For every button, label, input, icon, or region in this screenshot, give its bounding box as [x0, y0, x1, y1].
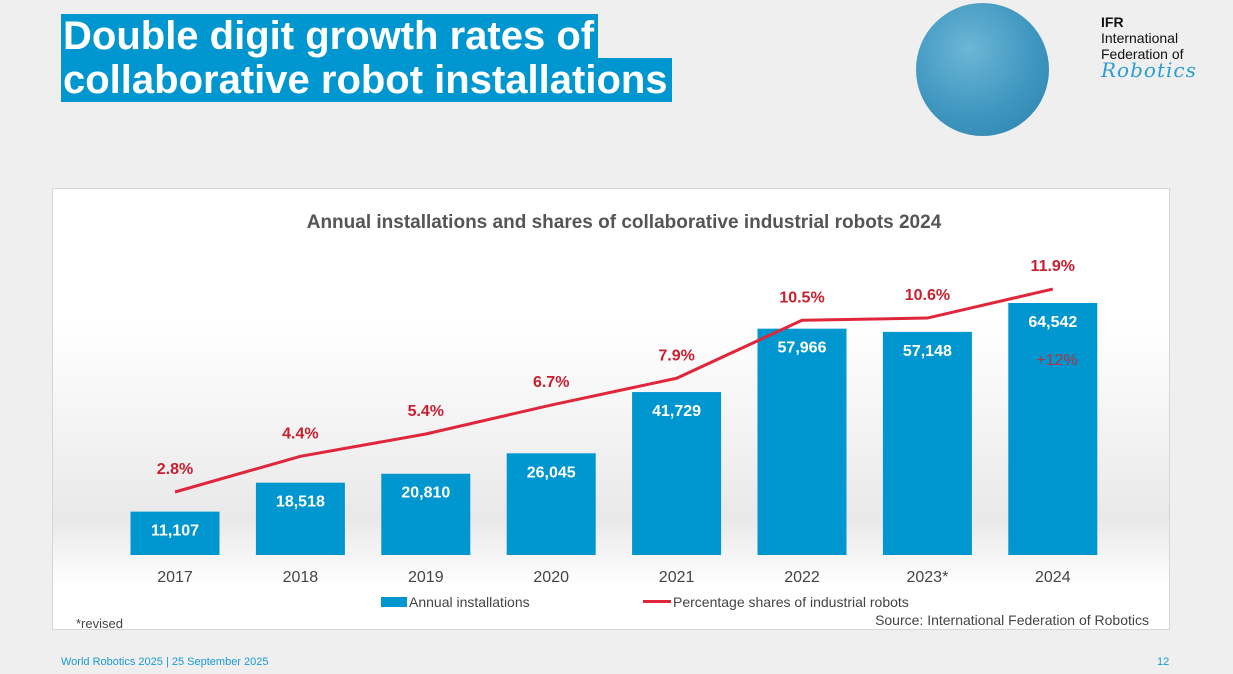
- footer-text: World Robotics 2025 | 25 September 2025: [61, 656, 269, 668]
- growth-annotation: +12%: [1036, 352, 1077, 369]
- bar-value-label: 20,810: [401, 485, 450, 502]
- bar-value-label: 57,966: [778, 340, 827, 357]
- x-tick-label: 2020: [533, 569, 569, 586]
- title-line-2: collaborative robot installations: [61, 58, 672, 102]
- logo-line2: International: [1101, 30, 1179, 46]
- share-label: 6.7%: [533, 374, 569, 391]
- x-tick-label: 2023*: [906, 569, 948, 586]
- logo-line3: Federation of: [1101, 46, 1184, 62]
- legend-line-swatch: [643, 600, 671, 603]
- share-label: 10.6%: [905, 287, 950, 304]
- share-label: 7.9%: [658, 347, 694, 364]
- bar-2017: [130, 511, 220, 555]
- bar-2018: [255, 482, 345, 555]
- bar-value-label: 64,542: [1028, 314, 1077, 331]
- x-tick-label: 2017: [157, 569, 193, 586]
- logo-robotics: Robotics: [1101, 58, 1197, 82]
- bar-2021: [632, 392, 722, 555]
- x-tick-label: 2024: [1035, 569, 1071, 586]
- chart-panel: [52, 188, 1170, 630]
- share-label: 10.5%: [779, 289, 824, 306]
- x-tick-label: 2022: [784, 569, 820, 586]
- bar-value-label: 18,518: [276, 494, 325, 511]
- bar-value-label: 26,045: [527, 464, 576, 481]
- source-note: Source: International Federation of Robo…: [875, 612, 1149, 628]
- title-line-1: Double digit growth rates of: [61, 14, 599, 58]
- legend-bar-swatch: [381, 597, 407, 607]
- globe-image: [916, 3, 1049, 136]
- legend-bar-label: Annual installations: [409, 594, 530, 610]
- share-label: 11.9%: [1031, 258, 1075, 275]
- page-number: 12: [1157, 656, 1170, 668]
- bar-value-label: 57,148: [903, 343, 952, 360]
- logo-ifr: IFR: [1101, 14, 1124, 30]
- share-line: [174, 287, 1054, 494]
- bar-2024: [1008, 303, 1098, 555]
- bar-value-label: 41,729: [652, 403, 701, 420]
- share-label: 5.4%: [408, 403, 444, 420]
- legend-line-label: Percentage shares of industrial robots: [673, 594, 909, 610]
- bar-2022: [757, 328, 847, 555]
- ifr-logo: IFR International Federation of Robotics: [1101, 14, 1197, 80]
- x-tick-label: 2018: [283, 569, 319, 586]
- bar-2019: [381, 473, 471, 555]
- slide-title: Double digit growth rates of collaborativ…: [61, 14, 672, 102]
- share-label: 4.4%: [282, 425, 318, 442]
- bar-value-label: 11,107: [151, 523, 199, 540]
- chart-title: Annual installations and shares of colla…: [307, 212, 942, 233]
- share-label: 2.8%: [157, 461, 193, 478]
- x-tick-label: 2021: [659, 569, 695, 586]
- bar-2023*: [882, 331, 972, 555]
- bar-2020: [506, 453, 596, 555]
- x-tick-label: 2019: [408, 569, 444, 586]
- footnote: *revised: [76, 616, 123, 631]
